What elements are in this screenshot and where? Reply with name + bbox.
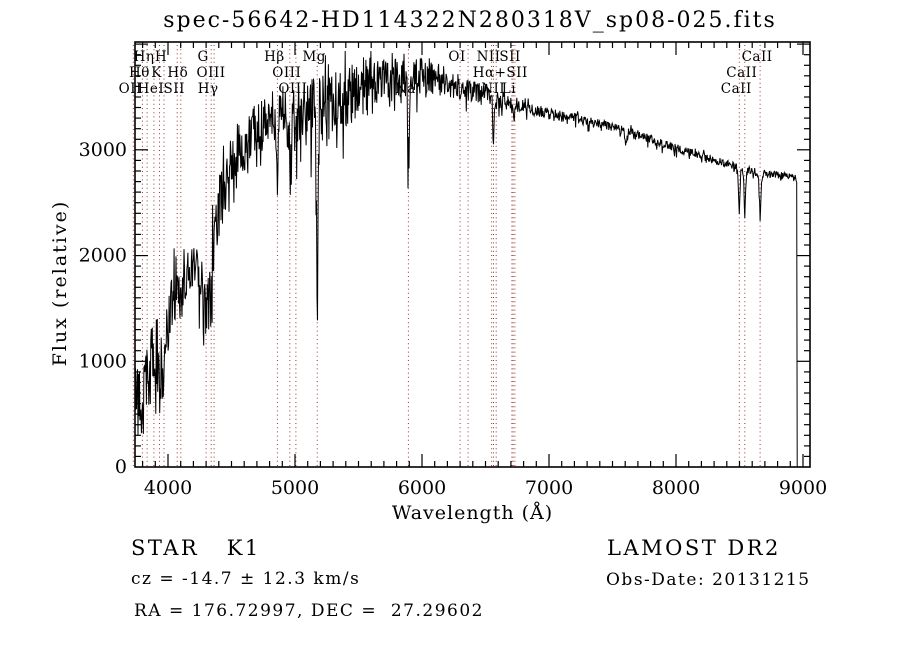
svg-text:Hη: Hη (134, 49, 155, 65)
svg-text:OIII: OIII (272, 65, 301, 81)
svg-text:CaII: CaII (742, 49, 773, 65)
svg-text:H: H (155, 49, 167, 65)
svg-text:7000: 7000 (525, 477, 573, 499)
svg-text:4000: 4000 (144, 477, 192, 499)
svg-text:8000: 8000 (652, 477, 700, 499)
svg-text:1000: 1000 (79, 350, 127, 372)
svg-text:NII: NII (477, 49, 501, 65)
svg-text:Hα+SII: Hα+SII (473, 65, 528, 81)
object-class-label: STAR K1 (131, 536, 261, 560)
survey-label: LAMOST DR2 (607, 536, 781, 560)
spectrum-trace (134, 50, 798, 468)
svg-text:Hγ: Hγ (198, 81, 219, 97)
svg-text:0: 0 (115, 456, 127, 478)
svg-text:9000: 9000 (779, 477, 827, 499)
x-tick-labels: 4000 5000 6000 7000 8000 9000 (144, 477, 827, 499)
plot-title: spec-56642-HD114322N280318V_sp08-025.fit… (163, 8, 777, 33)
ra-dec-label: RA = 176.72997, DEC = 27.29602 (134, 601, 484, 621)
spectral-line-markers (132, 45, 761, 466)
svg-text:OI: OI (448, 49, 465, 65)
svg-text:G: G (197, 49, 208, 65)
svg-text:3000: 3000 (79, 139, 127, 161)
svg-text:HeI: HeI (138, 81, 165, 97)
svg-text:6000: 6000 (398, 477, 446, 499)
radial-velocity-label: cz = -14.7 ± 12.3 km/s (131, 569, 361, 589)
obs-date-label: Obs-Date: 20131215 (606, 570, 811, 590)
svg-text:CaII: CaII (721, 81, 752, 97)
y-tick-labels: 0 1000 2000 3000 (79, 139, 127, 478)
svg-text:CaII: CaII (726, 65, 757, 81)
svg-text:Li: Li (502, 81, 516, 97)
svg-text:SII: SII (499, 49, 520, 65)
svg-text:Hδ: Hδ (167, 65, 188, 81)
svg-text:Hθ: Hθ (129, 65, 150, 81)
svg-text:Mg: Mg (302, 49, 325, 65)
svg-text:OIII: OIII (278, 81, 307, 97)
svg-text:SII: SII (163, 81, 184, 97)
svg-text:OIII: OIII (197, 65, 226, 81)
svg-text:Na: Na (395, 81, 416, 97)
axes-frame (134, 41, 811, 468)
svg-text:OII: OII (119, 81, 142, 97)
svg-text:5000: 5000 (271, 477, 319, 499)
x-axis-label: Wavelength (Å) (391, 502, 554, 524)
svg-text:K: K (151, 65, 162, 81)
svg-text:2000: 2000 (79, 245, 127, 267)
svg-text:Hβ: Hβ (264, 49, 285, 65)
svg-text:NII: NII (481, 81, 505, 97)
